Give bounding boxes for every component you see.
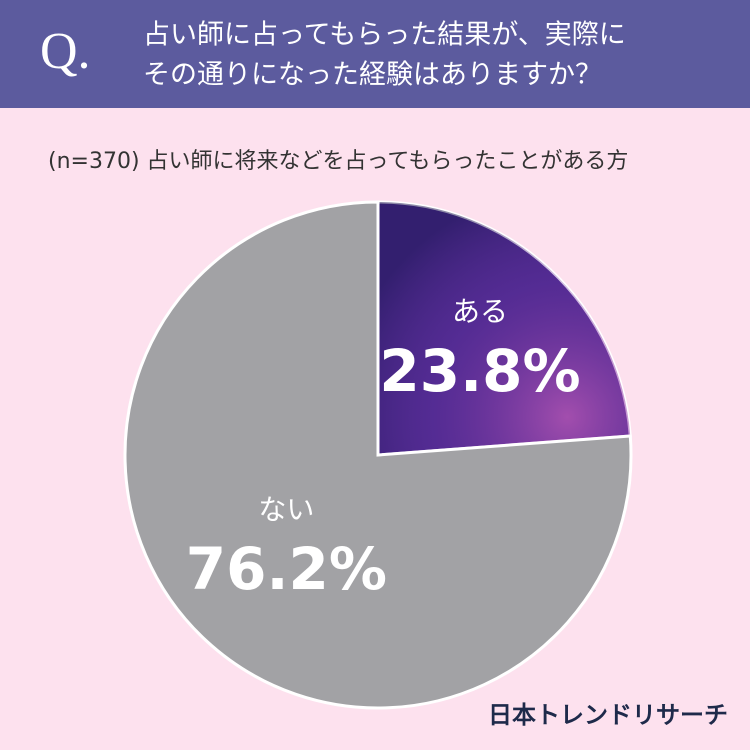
header [0,0,750,108]
slice-texture [378,202,631,455]
title-line: 占い師に占ってもらった結果が、実際に [143,20,626,51]
slice-label: ない [258,493,314,526]
slice-label: ある [452,295,508,328]
value-label: 23.8% [379,337,580,405]
pie-slice [123,200,633,710]
subtitle: (n=370) 占い師に将来などを占ってもらったことがある方 [48,149,628,174]
title-line: その通りになった経験はありますか？ [143,60,602,91]
question-mark: Q. [40,23,91,80]
value-label: 76.2% [186,535,387,603]
source: 日本トレンドリサーチ [488,701,728,729]
